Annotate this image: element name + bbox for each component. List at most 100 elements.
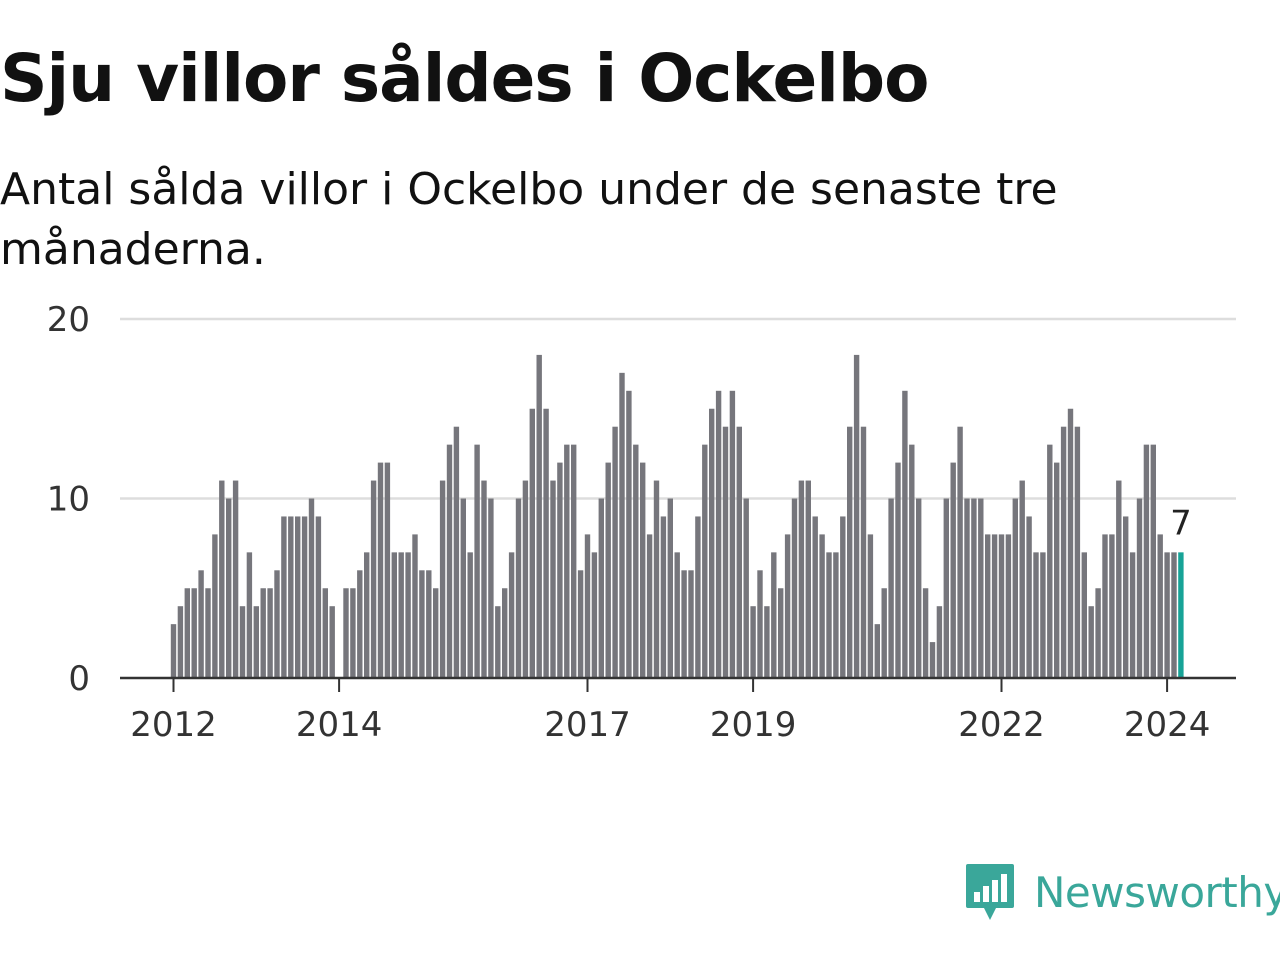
bar [350,588,356,678]
bar [646,534,653,678]
bar [1060,426,1067,678]
bar [715,390,722,678]
bar [985,534,991,678]
bar [909,444,915,678]
bar [260,588,266,678]
bar [391,552,397,678]
bar [1102,534,1108,678]
bar [598,498,604,678]
bar [826,552,832,678]
bar [377,462,384,678]
bar [274,570,280,678]
bars [170,354,1184,678]
bar [819,534,825,678]
bar [1116,480,1122,678]
bar [791,498,798,678]
brand-name: Newsworthy [1034,867,1280,917]
bar [971,498,977,678]
bar [474,444,480,678]
bar [398,552,404,678]
bar [1123,516,1129,678]
bar [1019,480,1025,678]
bar [957,426,963,678]
bar [943,498,949,678]
bar [778,588,784,678]
y-tick-label: 20 [47,300,90,340]
y-tick-label: 10 [47,480,90,520]
bar [508,552,515,678]
bar [446,444,453,678]
bar [660,516,667,678]
y-axis-ticks: 0 10 20 [47,300,90,699]
bar [840,516,846,678]
bar [709,408,715,678]
bar [695,516,701,678]
bar [1164,552,1170,678]
bar [226,498,232,678]
bar [902,390,908,678]
bar [495,606,501,678]
bar [577,570,584,678]
bar [757,570,763,678]
x-tick-label: 2022 [958,705,1045,745]
bar [322,588,328,678]
bar [184,588,190,678]
bar [798,480,805,678]
bar [529,408,535,678]
bar [177,606,184,678]
bar [1033,552,1039,678]
bar [922,588,929,678]
bar [1054,462,1060,678]
bar [405,552,411,678]
bar [329,606,335,678]
bar [536,354,542,678]
bar [1150,444,1156,678]
highlight-value-label: 7 [1170,503,1192,543]
bar [888,498,894,678]
bar [370,480,377,678]
bar [488,498,494,678]
bar [253,606,259,678]
bar [1157,534,1163,678]
bar [847,426,853,678]
bar [212,534,218,678]
bar [750,606,756,678]
bar [1026,516,1032,678]
bar [860,426,867,678]
bar [1088,606,1094,678]
bar [929,642,936,678]
bar [170,624,177,678]
bar [239,606,246,678]
bar [543,408,549,678]
bar [419,570,425,678]
highlight-annotation: 7 [1166,499,1196,547]
bar [771,552,777,678]
bar [612,426,618,678]
x-tick-label: 2019 [710,705,797,745]
bar [288,516,294,678]
bar [308,498,315,678]
bar [467,552,473,678]
bar [439,480,446,678]
bar [784,534,791,678]
bar [991,534,998,678]
bar [764,606,770,678]
bar [191,588,197,678]
bar [564,444,570,678]
bar [232,480,239,678]
x-tick-label: 2017 [544,705,631,745]
bar [295,516,301,678]
bar [1171,552,1177,678]
bar [1109,534,1115,678]
bar [384,462,391,678]
bar [281,516,287,678]
bar [936,606,943,678]
bar [998,534,1005,678]
bar [1129,552,1136,678]
x-tick-label: 2024 [1124,705,1211,745]
bar-chart: 0 10 20 2012 2014 2017 2019 2022 2024 7 [47,300,1236,745]
bar [219,480,225,678]
bar [584,534,591,678]
bar [315,516,322,678]
y-tick-label: 0 [68,659,90,699]
